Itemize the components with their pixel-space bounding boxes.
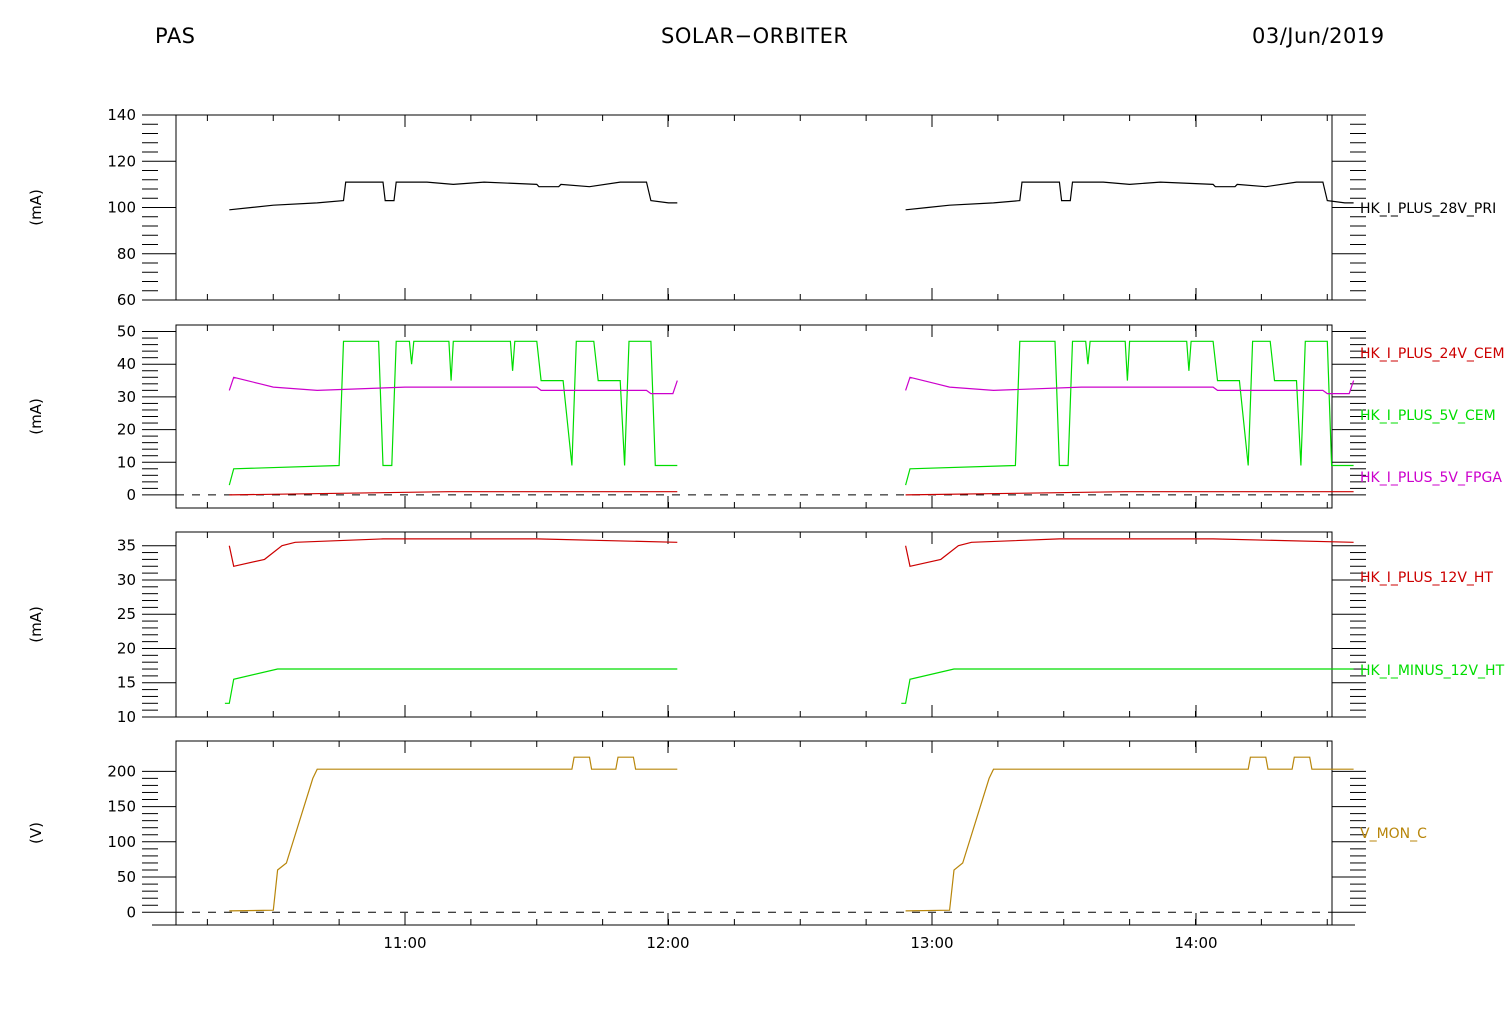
y-tick-label: 50 xyxy=(117,868,136,886)
y-axis-label: (V) xyxy=(27,822,45,844)
y-tick-label: 100 xyxy=(107,199,136,217)
y-tick-label: 15 xyxy=(117,674,136,692)
legend-hk-i-plus-24v-cem: HK_I_PLUS_24V_CEM xyxy=(1360,346,1505,362)
y-axis-label: (mA) xyxy=(27,189,45,226)
series-line-hk-i-plus-12v-ht-block-1 xyxy=(228,538,678,568)
legend-v-mon-c: V_MON_C xyxy=(1360,826,1427,842)
series-line-hk-i-plus-28v-pri-block-2 xyxy=(905,181,1354,211)
legend-hk-i-plus-28v-pri: HK_I_PLUS_28V_PRI xyxy=(1360,201,1496,217)
series-line-hk-i-plus-5v-cem-block-1 xyxy=(228,340,678,486)
y-tick-label: 50 xyxy=(117,323,136,341)
panel-frame xyxy=(175,324,1333,509)
series-line-hk-i-plus-12v-ht-block-2 xyxy=(905,538,1354,568)
y-tick-label: 40 xyxy=(117,355,136,373)
legend-hk-i-plus-5v-fpga: HK_I_PLUS_5V_FPGA xyxy=(1360,470,1502,486)
panel-frame xyxy=(175,531,1333,718)
series-line-hk-i-minus-12v-ht-block-1 xyxy=(224,668,678,704)
panel-frame xyxy=(175,740,1333,926)
date-label: 03/Jun/2019 xyxy=(1252,24,1385,48)
y-tick-label: 10 xyxy=(117,453,136,471)
y-tick-label: 30 xyxy=(117,388,136,406)
series-line-hk-i-plus-5v-fpga-block-1 xyxy=(228,376,678,395)
y-tick-label: 200 xyxy=(107,762,136,780)
series-line-v-mon-c-block-1 xyxy=(229,756,678,912)
y-tick-label: 0 xyxy=(126,903,136,921)
series-line-hk-i-plus-24v-cem-block-1 xyxy=(229,491,678,496)
legend-hk-i-plus-12v-ht: HK_I_PLUS_12V_HT xyxy=(1360,570,1493,586)
series-line-hk-i-plus-5v-cem-block-2 xyxy=(905,340,1354,486)
y-axis-label: (mA) xyxy=(27,398,45,435)
x-tick-label: 11:00 xyxy=(383,934,426,952)
x-tick-label: 14:00 xyxy=(1174,934,1217,952)
series-line-v-mon-c-block-2 xyxy=(905,756,1354,912)
x-tick-label: 12:00 xyxy=(646,934,689,952)
mission-title: SOLAR−ORBITER xyxy=(661,24,849,48)
legend-hk-i-minus-12v-ht: HK_I_MINUS_12V_HT xyxy=(1360,663,1505,679)
panel-frame xyxy=(175,114,1333,301)
y-tick-label: 20 xyxy=(117,639,136,657)
y-tick-label: 20 xyxy=(117,421,136,439)
y-tick-label: 25 xyxy=(117,605,136,623)
y-tick-label: 100 xyxy=(107,833,136,851)
series-line-hk-i-plus-24v-cem-block-2 xyxy=(905,491,1354,496)
y-tick-label: 35 xyxy=(117,537,136,555)
y-tick-label: 140 xyxy=(107,106,136,124)
y-tick-label: 0 xyxy=(126,486,136,504)
x-tick-label: 13:00 xyxy=(910,934,953,952)
y-tick-label: 30 xyxy=(117,571,136,589)
instrument-label: PAS xyxy=(155,24,196,48)
series-line-hk-i-plus-28v-pri-block-1 xyxy=(229,181,678,211)
y-tick-label: 150 xyxy=(107,798,136,816)
y-tick-label: 80 xyxy=(117,245,136,263)
y-tick-label: 60 xyxy=(117,291,136,309)
y-tick-label: 10 xyxy=(117,708,136,726)
series-line-hk-i-minus-12v-ht-block-2 xyxy=(901,668,1354,704)
y-axis-label: (mA) xyxy=(27,606,45,643)
series-line-hk-i-plus-5v-fpga-block-2 xyxy=(905,376,1355,395)
y-tick-label: 120 xyxy=(107,152,136,170)
legend-hk-i-plus-5v-cem: HK_I_PLUS_5V_CEM xyxy=(1360,408,1496,424)
